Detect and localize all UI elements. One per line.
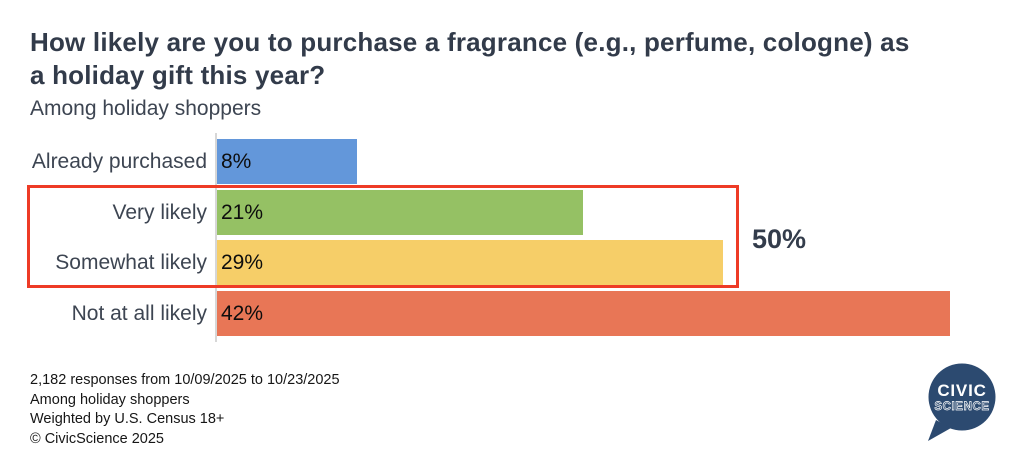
bar-value-label-very-likely: 21% bbox=[221, 200, 264, 224]
category-label-very-likely: Very likely bbox=[112, 200, 207, 224]
footer: 2,182 responses from 10/09/2025 to 10/23… bbox=[30, 371, 340, 449]
footer-copyright: © CivicScience 2025 bbox=[30, 430, 164, 447]
footer-audience: Among holiday shoppers bbox=[30, 391, 190, 408]
bar-somewhat-likely: 29% bbox=[217, 240, 723, 285]
highlight-total-label: 50% bbox=[752, 224, 807, 254]
bar-value-label-not-at-all-likely: 42% bbox=[221, 301, 264, 325]
bar-value-label-already-purchased: 8% bbox=[221, 149, 252, 173]
civicscience-logo-icon: CIVIC SCIENCE bbox=[928, 363, 996, 441]
footer-responses: 2,182 responses from 10/09/2025 to 10/23… bbox=[30, 372, 340, 388]
bar-value-label-somewhat-likely: 29% bbox=[221, 250, 264, 274]
category-label-not-at-all-likely: Not at all likely bbox=[71, 301, 207, 325]
category-label-somewhat-likely: Somewhat likely bbox=[55, 250, 207, 274]
y-axis-line bbox=[215, 133, 217, 342]
chart-title-line1: How likely are you to purchase a fragran… bbox=[30, 27, 910, 57]
footer-weighting: Weighted by U.S. Census 18+ bbox=[30, 411, 225, 427]
svg-text:CIVIC: CIVIC bbox=[937, 381, 986, 400]
chart-title-line2: a holiday gift this year? bbox=[30, 60, 326, 90]
bar-already-purchased: 8% bbox=[217, 139, 357, 184]
chart-subtitle: Among holiday shoppers bbox=[30, 97, 262, 120]
bar-very-likely: 21% bbox=[217, 190, 583, 235]
svg-text:SCIENCE: SCIENCE bbox=[934, 401, 989, 413]
bar-not-at-all-likely: 42% bbox=[217, 291, 950, 336]
category-label-already-purchased: Already purchased bbox=[31, 149, 207, 173]
chart-title: How likely are you to purchase a fragran… bbox=[30, 26, 909, 92]
